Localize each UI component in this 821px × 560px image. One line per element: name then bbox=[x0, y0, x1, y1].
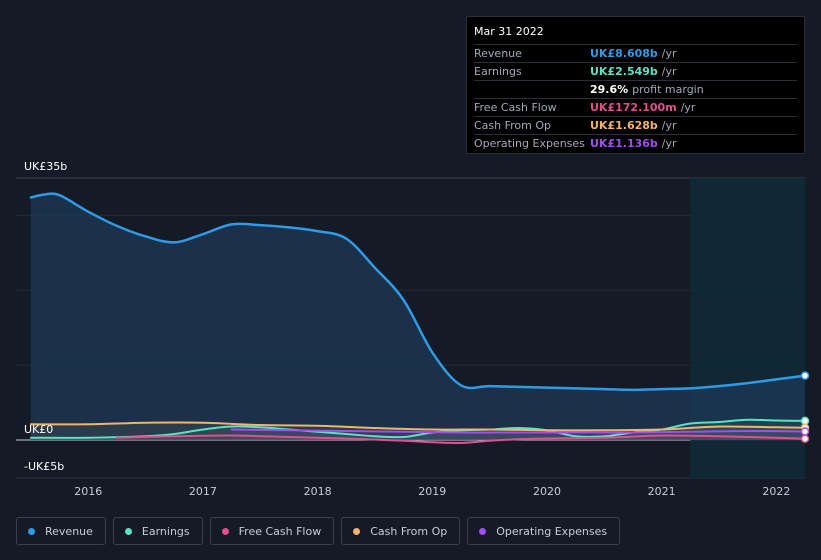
series-areas bbox=[30, 193, 806, 444]
line-operating-expenses bbox=[230, 428, 806, 434]
tooltip-value: UK£2.549b bbox=[590, 65, 658, 78]
x-tick-label: 2021 bbox=[648, 485, 676, 498]
line-revenue bbox=[29, 192, 807, 392]
y-tick-label-top: UK£35b bbox=[24, 160, 68, 173]
tooltip-unit: /yr bbox=[661, 137, 677, 150]
x-tick-label: 2022 bbox=[762, 485, 790, 498]
tooltip-value: UK£1.628b bbox=[590, 119, 658, 132]
area-revenue bbox=[30, 193, 805, 440]
tooltip-row-operating-expenses: Operating Expenses UK£1.136b /yr bbox=[474, 135, 797, 152]
tooltip-value: 29.6% bbox=[590, 83, 629, 96]
tooltip-value: UK£8.608b bbox=[590, 47, 658, 60]
tooltip-row-cash-from-op: Cash From Op UK£1.628b /yr bbox=[474, 117, 797, 135]
legend-dot-icon bbox=[28, 527, 35, 535]
legend-label: Earnings bbox=[141, 524, 190, 538]
tooltip-value: UK£172.100m bbox=[590, 101, 677, 114]
legend-dot-icon bbox=[124, 527, 132, 535]
legend-label: Cash From Op bbox=[370, 524, 448, 538]
endpoint-earnings bbox=[800, 416, 810, 426]
x-tick-label: 2016 bbox=[74, 485, 102, 498]
line-free-cash-flow bbox=[115, 434, 806, 445]
line-cash-from-op bbox=[29, 421, 806, 432]
tooltip-row-earnings: Earnings UK£2.549b /yr bbox=[474, 63, 797, 81]
legend-dot-icon bbox=[479, 527, 487, 535]
tooltip-unit: /yr bbox=[661, 65, 677, 78]
legend-item-revenue[interactable]: Revenue bbox=[16, 517, 106, 545]
y-tick-label-zero: UK£0 bbox=[24, 423, 54, 436]
legend-item-cash-from-op[interactable]: Cash From Op bbox=[341, 517, 461, 545]
legend-label: Revenue bbox=[45, 524, 93, 538]
tooltip-row-profit-margin: 29.6% profit margin bbox=[474, 81, 797, 99]
tooltip-date: Mar 31 2022 bbox=[474, 23, 797, 45]
endpoint-free-cash-flow bbox=[800, 434, 810, 443]
x-axis-ticks: 2016 2017 2018 2019 2020 2021 2022 bbox=[74, 485, 790, 498]
endpoint-operating-expenses bbox=[800, 427, 810, 436]
x-tick-label: 2018 bbox=[304, 485, 332, 498]
tooltip-label bbox=[474, 82, 590, 98]
tooltip-value: UK£1.136b bbox=[590, 137, 658, 150]
tooltip-unit: profit margin bbox=[632, 83, 704, 96]
x-tick-label: 2017 bbox=[189, 485, 217, 498]
x-tick-label: 2020 bbox=[533, 485, 561, 498]
legend-item-operating-expenses[interactable]: Operating Expenses bbox=[467, 517, 621, 545]
legend-dot-icon bbox=[221, 527, 229, 535]
series-lines bbox=[29, 192, 807, 445]
tooltip-row-free-cash-flow: Free Cash Flow UK£172.100m /yr bbox=[474, 99, 797, 117]
legend-label: Operating Expenses bbox=[496, 524, 608, 538]
line-earnings bbox=[29, 418, 806, 439]
tooltip-row-revenue: Revenue UK£8.608b /yr bbox=[474, 45, 797, 63]
y-tick-label-bottom: -UK£5b bbox=[24, 460, 65, 473]
series-endpoints bbox=[800, 371, 810, 443]
tooltip-label: Free Cash Flow bbox=[474, 101, 557, 114]
legend-dot-icon bbox=[353, 527, 361, 535]
tooltip-label: Cash From Op bbox=[474, 119, 552, 132]
legend-label: Free Cash Flow bbox=[238, 524, 322, 538]
legend-item-earnings[interactable]: Earnings bbox=[112, 517, 203, 545]
legend-item-free-cash-flow[interactable]: Free Cash Flow bbox=[209, 517, 335, 545]
data-tooltip: Mar 31 2022 Revenue UK£8.608b /yr Earnin… bbox=[466, 16, 805, 154]
endpoint-revenue bbox=[800, 371, 810, 380]
tooltip-label: Earnings bbox=[474, 65, 522, 78]
tooltip-unit: /yr bbox=[661, 47, 677, 60]
tooltip-unit: /yr bbox=[680, 101, 696, 114]
tooltip-label: Revenue bbox=[474, 47, 522, 60]
tooltip-unit: /yr bbox=[661, 119, 677, 132]
x-tick-label: 2019 bbox=[418, 485, 446, 498]
chart-legend: Revenue Earnings Free Cash Flow Cash Fro… bbox=[16, 517, 621, 545]
tooltip-label: Operating Expenses bbox=[474, 137, 585, 150]
